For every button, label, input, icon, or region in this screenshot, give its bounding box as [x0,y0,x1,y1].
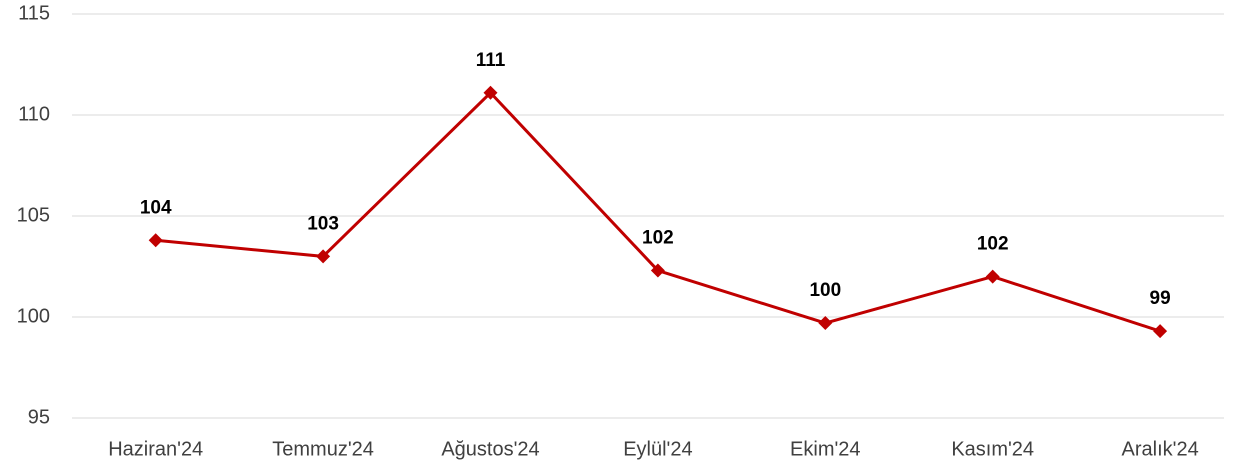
x-tick-label: Ekim'24 [790,438,861,460]
data-label: 102 [977,234,1009,255]
y-tick-label: 110 [18,103,50,125]
marker [1153,324,1168,339]
data-label: 103 [307,213,339,234]
line [155,90,1161,333]
data-label: 99 [1150,288,1171,309]
y-tick-label: 105 [17,204,50,226]
data-label: 102 [642,228,674,249]
x-tick-label: Kasım'24 [951,438,1034,460]
x-tick-label: Haziran'24 [108,438,203,460]
marker [148,233,163,248]
y-tick-label: 115 [18,2,50,24]
data-label: 100 [809,280,841,301]
x-tick-label: Aralık'24 [1122,438,1199,460]
x-tick-label: Temmuz'24 [272,438,374,460]
data-label: 111 [476,50,506,71]
marker [316,249,331,264]
data-label: 104 [140,197,172,218]
marker [818,316,833,331]
x-tick-label: Ağustos'24 [441,438,539,460]
y-tick-label: 100 [17,305,50,327]
marker [985,269,1000,284]
y-tick-label: 95 [28,406,50,428]
marker [650,263,665,278]
x-tick-label: Eylül'24 [623,438,692,460]
marker [483,85,498,100]
